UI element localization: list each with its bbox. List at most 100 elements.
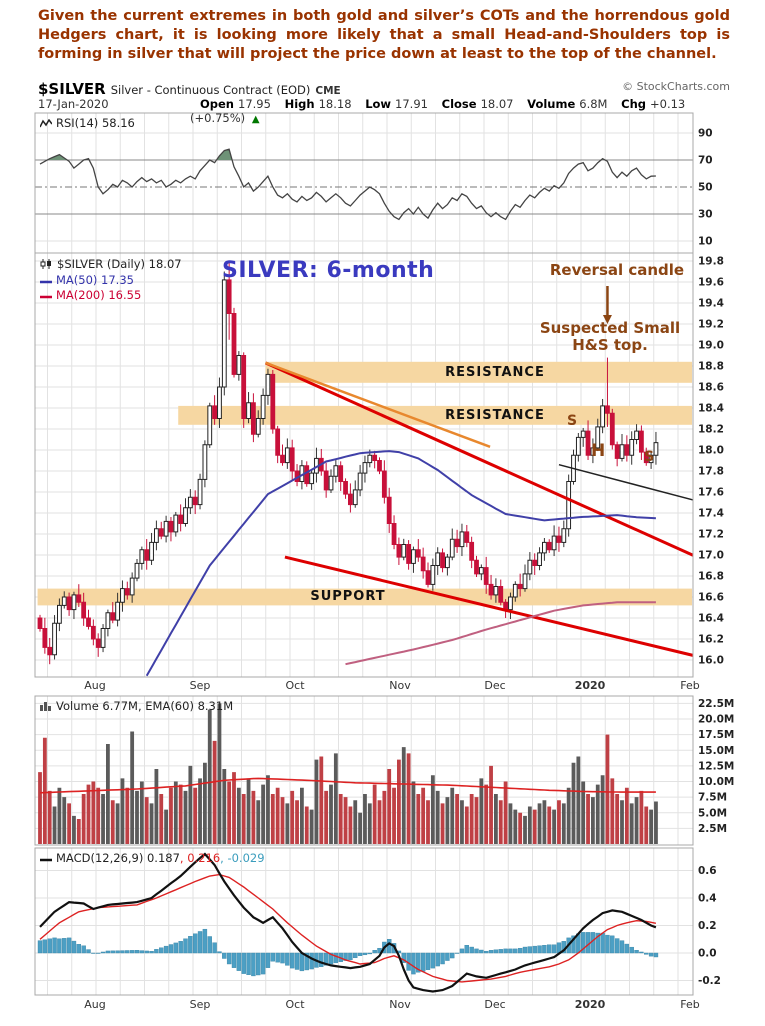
- month-label: Oct: [285, 998, 305, 1011]
- svg-text:16.8: 16.8: [698, 571, 724, 583]
- title-row: $SILVER Silver - Continuous Contract (EOD…: [38, 79, 730, 98]
- reversal-arrow-head: [602, 315, 612, 324]
- reversal-candle-annotation: Reversal candle: [549, 261, 685, 279]
- svg-text:19.6: 19.6: [698, 277, 724, 289]
- low-value: 17.91: [395, 97, 428, 111]
- date-axis: Aug Sep Oct Nov Dec 2020 Feb: [84, 998, 699, 1011]
- month-label: Oct: [285, 679, 305, 692]
- indicator-icon: [39, 117, 53, 131]
- svg-text:17.8: 17.8: [698, 466, 724, 478]
- month-label: Sep: [190, 998, 211, 1011]
- rsi-line: [39, 148, 656, 221]
- exchange-label: CME: [315, 85, 341, 97]
- quote-values: Open 17.95 High 18.18 Low 17.91 Close 18.07 …: [190, 97, 738, 125]
- minor-downtrend-line: [265, 361, 491, 449]
- support-band: [37, 588, 692, 606]
- volume-panel: 22.5M 20.0M 17.5M 15.0M 12.5M 10.0M 7.5M 5.0M 2.…: [34, 695, 734, 846]
- high-value: 18.18: [318, 97, 352, 111]
- ma50-legend: MA(50) 17.35: [40, 273, 134, 288]
- svg-text:19.2: 19.2: [698, 319, 724, 331]
- svg-text:12.5M: 12.5M: [698, 760, 734, 772]
- resistance-lower-band: [178, 405, 693, 425]
- month-label: Aug: [84, 679, 105, 692]
- quote-row: 17-Jan-2020 Open 17.95 High 18.18 Low 17.91…: [38, 97, 738, 125]
- svg-text:17.2: 17.2: [698, 529, 724, 541]
- resistance-upper-band: [265, 361, 692, 383]
- month-label: Dec: [484, 679, 505, 692]
- svg-text:19.4: 19.4: [698, 298, 724, 310]
- month-label: Feb: [680, 998, 699, 1011]
- close-label: Close: [441, 97, 477, 111]
- svg-text:20.0M: 20.0M: [698, 714, 734, 726]
- channel-lower-line: [284, 555, 694, 657]
- right-shoulder-label: S: [644, 449, 655, 465]
- resistance-lower-label: RESISTANCE: [445, 408, 545, 423]
- open-label: Open: [200, 97, 234, 111]
- commentary-text: Given the current extremes in both gold …: [38, 8, 730, 62]
- macd-hist-value: , -0.029: [220, 851, 265, 865]
- svg-text:30: 30: [698, 209, 713, 221]
- month-label: 2020: [575, 998, 606, 1011]
- svg-text:18.2: 18.2: [698, 424, 724, 436]
- svg-text:5.0M: 5.0M: [698, 807, 727, 819]
- ma50-line: [145, 450, 656, 677]
- ma200-legend-text: MA(200) 16.55: [56, 288, 142, 302]
- svg-text:0.0: 0.0: [698, 948, 717, 960]
- svg-text:18.0: 18.0: [698, 445, 724, 457]
- head-label: H: [591, 441, 606, 461]
- svg-text:0.2: 0.2: [698, 920, 717, 932]
- svg-text:16.0: 16.0: [698, 655, 724, 667]
- svg-text:50: 50: [698, 182, 713, 194]
- volume-value: 6.8M: [579, 97, 608, 111]
- month-label: 2020: [575, 679, 606, 692]
- macd-line: [39, 852, 657, 993]
- candles-group: [37, 263, 659, 665]
- stockcharts-credit: © StockCharts.com: [622, 80, 730, 93]
- date-axis: Aug Sep Oct Nov Dec 2020 Feb: [84, 679, 699, 692]
- neckline-line: [558, 463, 694, 501]
- six-month-annotation: SILVER: 6-month: [222, 258, 435, 283]
- macd-panel: 0.6 0.4 0.2 0.0 -0.2: [34, 847, 721, 996]
- high-label: High: [284, 97, 315, 111]
- symbol-description: Silver - Continuous Contract (EOD): [110, 83, 311, 97]
- quote-date: 17-Jan-2020: [38, 97, 109, 111]
- svg-text:2.5M: 2.5M: [698, 823, 727, 835]
- svg-text:-0.2: -0.2: [698, 975, 721, 987]
- rsi-legend: RSI(14) 58.16: [39, 116, 135, 131]
- support-label: SUPPORT: [310, 589, 386, 604]
- symbol-title: $SILVER: [38, 80, 106, 98]
- ma200-legend: MA(200) 16.55: [40, 288, 141, 303]
- svg-text:17.0: 17.0: [698, 550, 724, 562]
- svg-text:10.0M: 10.0M: [698, 776, 734, 788]
- volume-bars-icon: [40, 700, 52, 714]
- svg-text:7.5M: 7.5M: [698, 792, 727, 804]
- month-label: Nov: [389, 679, 411, 692]
- macd-legend-text: MACD(12,26,9) 0.187: [56, 851, 180, 865]
- svg-text:10: 10: [698, 236, 713, 248]
- macd-histogram: [37, 928, 659, 977]
- suspected-line2: H&S top.: [572, 336, 648, 354]
- open-value: 17.95: [238, 97, 271, 111]
- channel-upper-line: [264, 361, 694, 557]
- svg-text:18.8: 18.8: [698, 361, 724, 373]
- svg-text:18.6: 18.6: [698, 382, 724, 394]
- svg-text:15.0M: 15.0M: [698, 745, 734, 757]
- price-legend: $SILVER (Daily) 18.07: [40, 257, 182, 272]
- month-label: Aug: [84, 998, 105, 1011]
- ma200-line: [345, 601, 656, 666]
- left-shoulder-label: S: [567, 413, 578, 429]
- suspected-line1: Suspected Small: [539, 319, 681, 337]
- svg-text:19.0: 19.0: [698, 340, 724, 352]
- month-label: Dec: [484, 998, 505, 1011]
- volume-legend: Volume 6.77M, EMA(60) 8.31M: [40, 699, 233, 714]
- change-value: +0.13 (+0.75%): [190, 97, 686, 125]
- ma50-line-icon: [40, 274, 52, 288]
- rsi-overbought-fill: [47, 154, 68, 160]
- volume-legend-text: Volume 6.77M, EMA(60) 8.31M: [56, 699, 234, 713]
- svg-text:90: 90: [698, 128, 713, 140]
- close-value: 18.07: [480, 97, 514, 111]
- macd-legend: MACD(12,26,9) 0.187, 0.216, -0.029: [40, 851, 265, 866]
- svg-text:16.4: 16.4: [698, 613, 724, 625]
- rsi-legend-text: RSI(14) 58.16: [56, 116, 135, 130]
- svg-text:18.4: 18.4: [698, 403, 724, 415]
